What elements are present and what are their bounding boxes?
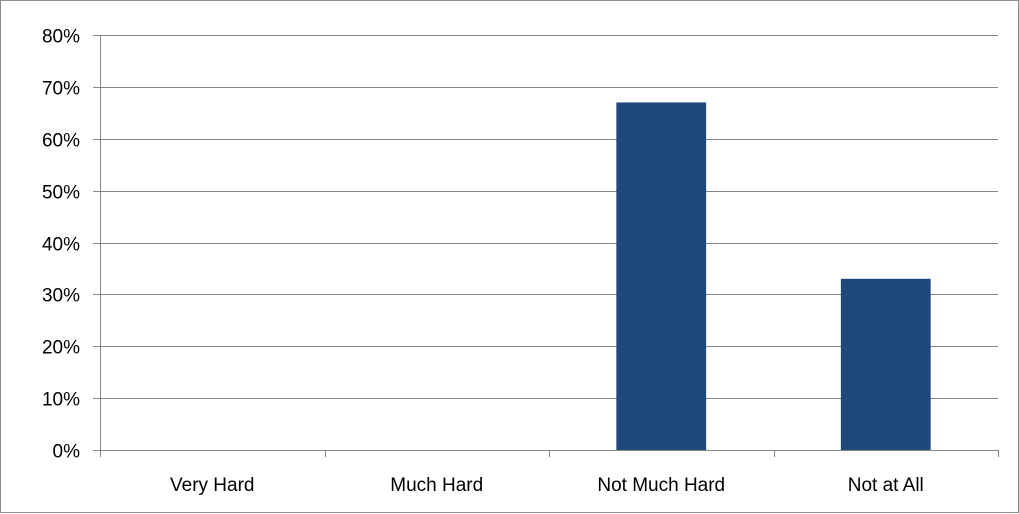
x-category-label: Much Hard (390, 475, 483, 496)
y-tick-label: 20% (42, 338, 80, 359)
x-tick-labels: Very Hard Much Hard Not Much Hard Not at Al… (170, 475, 924, 496)
x-category-label: Very Hard (170, 475, 254, 496)
y-tick-label: 10% (42, 390, 80, 411)
y-tick-label: 30% (42, 286, 80, 307)
y-tick-label: 80% (42, 27, 80, 48)
x-category-label: Not at All (848, 475, 924, 496)
bar (616, 102, 707, 450)
axes (93, 35, 999, 457)
y-tick-labels: 0% 10% 20% 30% 40% 50% 60% 70% 80% (42, 27, 80, 463)
bar (840, 278, 931, 450)
gridlines (100, 35, 998, 399)
x-category-label: Not Much Hard (597, 475, 725, 496)
y-tick-label: 40% (42, 235, 80, 256)
y-tick-label: 60% (42, 131, 80, 152)
bars (616, 102, 931, 450)
y-tick-label: 70% (42, 79, 80, 100)
y-tick-label: 50% (42, 183, 80, 204)
y-tick-label: 0% (53, 442, 81, 463)
